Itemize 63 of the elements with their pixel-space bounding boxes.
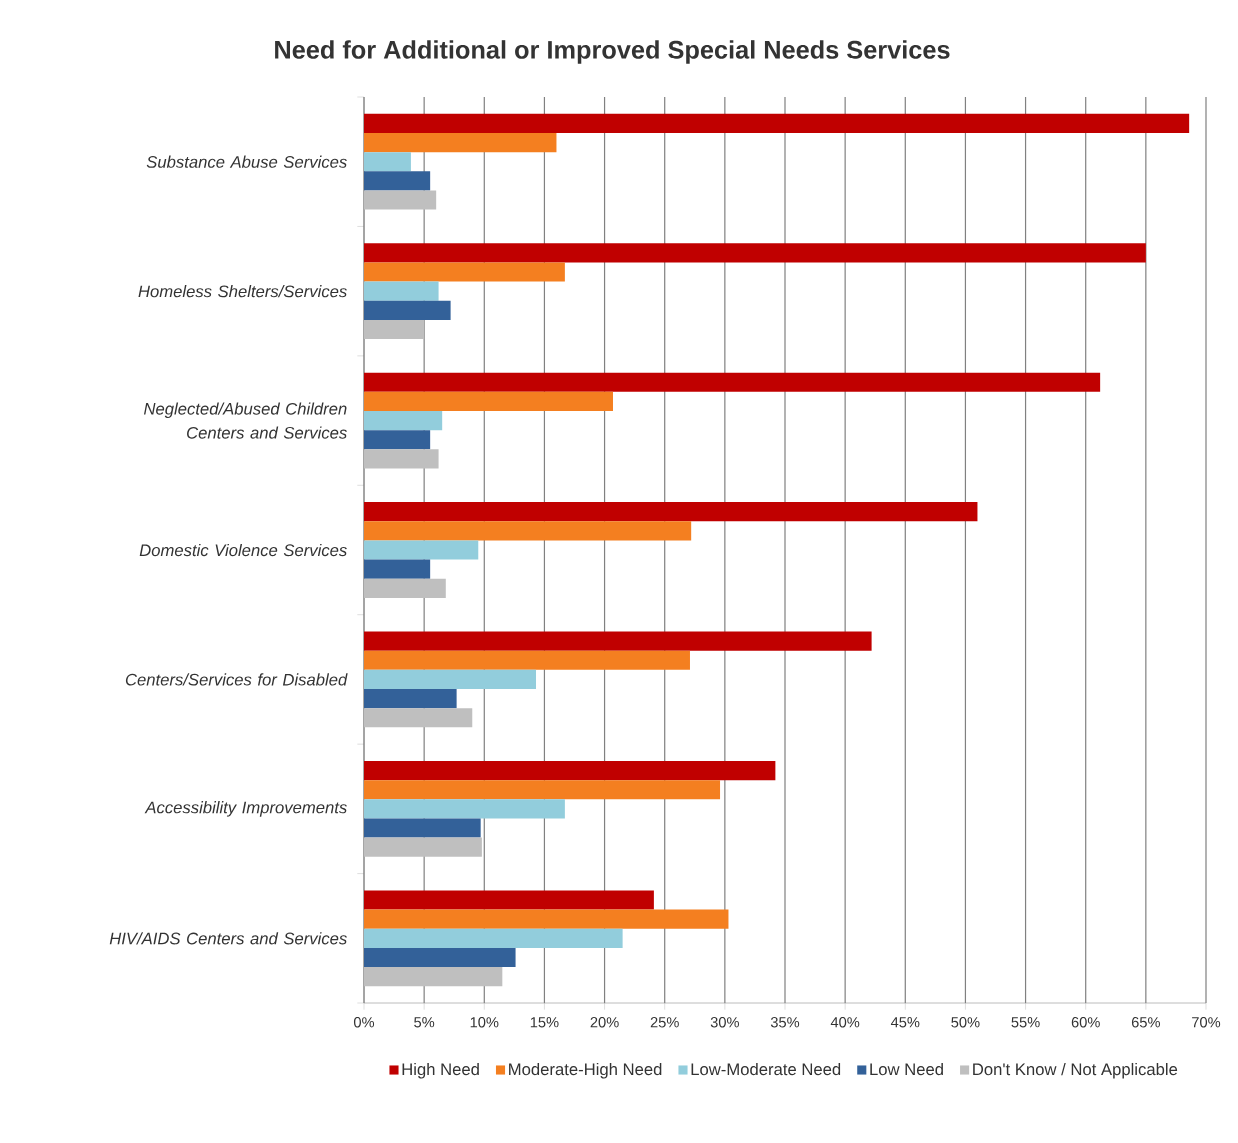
bar <box>364 391 613 412</box>
bar <box>364 760 776 781</box>
bar <box>364 502 978 522</box>
x-tick-label: 10% <box>470 1017 499 1028</box>
x-tick-label: 50% <box>951 1017 980 1028</box>
bar <box>364 190 437 210</box>
x-tick-label: 25% <box>650 1017 679 1028</box>
bar <box>364 890 654 910</box>
bar <box>364 818 481 838</box>
y-tick-label: Domestic Violence Services <box>139 543 347 557</box>
bar <box>364 133 557 153</box>
bar <box>364 967 503 987</box>
legend-label: Low-Moderate Need <box>691 1062 841 1076</box>
legend-label: Moderate-High Need <box>509 1062 662 1079</box>
y-tick-label: Substance Abuse Services <box>146 155 347 168</box>
bar <box>364 262 565 282</box>
x-tick-label: 70% <box>1192 1017 1221 1028</box>
x-tick-label: 30% <box>710 1017 739 1028</box>
bar <box>364 578 446 598</box>
bar <box>364 411 443 431</box>
bar <box>364 559 431 579</box>
x-tick-label: 20% <box>590 1017 619 1028</box>
y-tick-label: HIV/AIDS Centers and Services <box>109 932 347 945</box>
y-tick-label: Centers/Services for Disabled <box>125 673 348 686</box>
bar <box>364 281 439 301</box>
legend-label: Low Need <box>870 1062 943 1076</box>
y-tick-label: Accessibility Improvements <box>144 801 347 817</box>
x-tick-label: 35% <box>770 1017 800 1028</box>
bar <box>364 631 872 651</box>
bar <box>364 708 473 728</box>
bar <box>364 521 692 541</box>
bar <box>364 947 516 968</box>
bar <box>364 669 537 690</box>
x-tick-label: 40% <box>830 1017 860 1028</box>
x-tick-label: 65% <box>1131 1017 1160 1028</box>
x-tick-label: 15% <box>530 1017 559 1028</box>
y-tick-label: Neglected/Abused Children Centers and Services <box>143 402 347 439</box>
x-tick-label: 5% <box>414 1017 435 1028</box>
bar <box>364 650 690 670</box>
bar <box>364 837 482 857</box>
bar <box>364 319 425 340</box>
bar <box>364 113 1190 133</box>
bar <box>364 928 623 948</box>
y-tick-label: Homeless Shelters/Services <box>138 285 347 298</box>
bar <box>364 689 457 709</box>
legend-label: High Need <box>402 1062 479 1079</box>
bar <box>364 171 431 191</box>
bar <box>364 300 451 320</box>
chart-title: Need for Additional or Improved Special Needs Services <box>275 40 950 64</box>
bar <box>364 909 729 929</box>
bar <box>364 449 439 469</box>
bar <box>364 243 1146 263</box>
x-tick-label: 0% <box>353 1017 375 1028</box>
x-tick-label: 55% <box>1011 1017 1040 1028</box>
bar <box>364 799 565 819</box>
bar <box>364 540 479 560</box>
x-tick-label: 45% <box>890 1017 920 1028</box>
bar <box>364 780 721 800</box>
bar <box>364 430 431 450</box>
legend-label: Don't Know / Not Applicable <box>973 1062 1178 1079</box>
bar <box>364 372 1101 392</box>
x-tick-label: 60% <box>1071 1017 1100 1028</box>
bar <box>364 152 411 172</box>
